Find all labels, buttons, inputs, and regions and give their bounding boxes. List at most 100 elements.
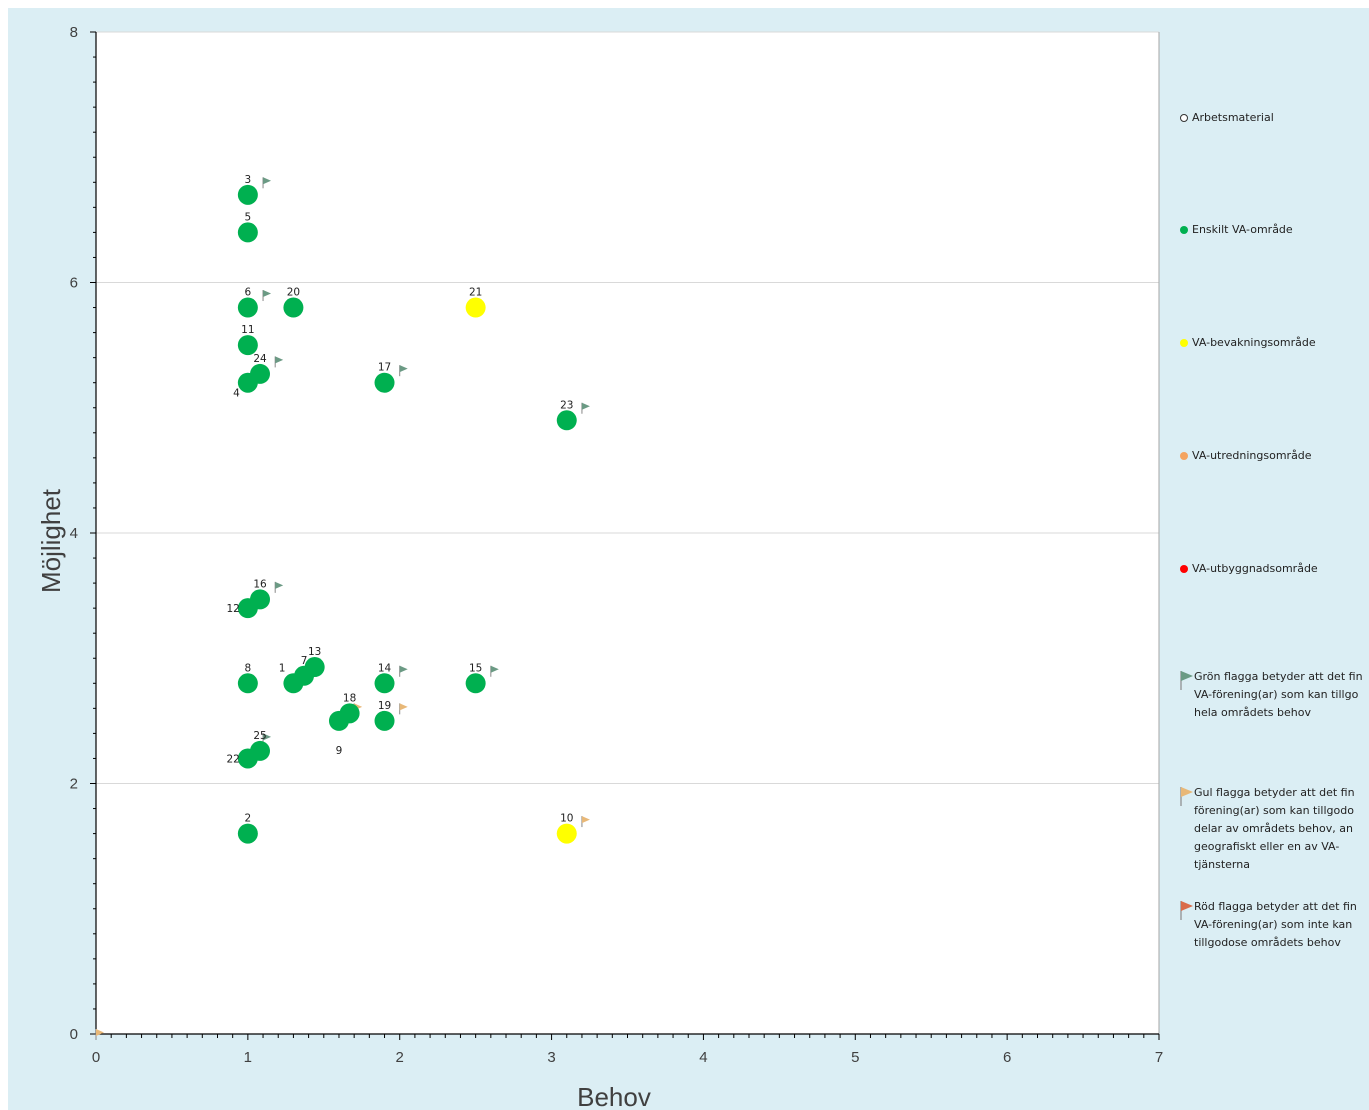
legend-flag-line: hela områdets behov (1194, 706, 1311, 719)
point-label: 25 (253, 730, 266, 742)
point-label: 1 (279, 662, 286, 674)
yellow-circle-marker (1180, 338, 1188, 347)
legend-label: VA-utbyggnadsområde (1192, 562, 1318, 575)
green-circle-marker (1180, 225, 1188, 234)
flag-cloth (275, 581, 284, 589)
flag-cloth (399, 365, 408, 373)
data-point (250, 740, 271, 761)
green-flag-icon (262, 177, 272, 189)
legend-flag-item: Gul flagga betyder att det fin förening(a… (1180, 784, 1369, 874)
green-flag-icon (399, 665, 408, 677)
x-tick-label: 5 (851, 1049, 859, 1066)
yellow-flag-icon (581, 816, 590, 828)
flag-cloth (263, 733, 272, 741)
red-circle-marker (1180, 564, 1188, 573)
data-point (237, 222, 258, 243)
y-tick-label: 6 (70, 275, 78, 292)
x-tick-label: 0 (92, 1049, 100, 1066)
flag-cloth (399, 703, 408, 711)
legend-flag-line: tillgodose områdets behov (1194, 936, 1341, 949)
point-label: 23 (560, 399, 573, 411)
legend-flag-line: Gul flagga betyder att det fin (1194, 786, 1355, 799)
x-tick-label: 3 (547, 1049, 555, 1066)
legend-flag-item: Röd flagga betyder att det fin VA-förenin… (1180, 898, 1369, 952)
point-label: 20 (287, 287, 300, 299)
x-tick-label: 6 (1003, 1049, 1011, 1066)
orange-circle-marker (1180, 451, 1188, 460)
point-label: 19 (378, 700, 391, 712)
data-point (556, 410, 577, 431)
legend-label: VA-utredningsområde (1192, 449, 1312, 462)
data-point (556, 823, 577, 844)
green-flag-icon (1180, 671, 1193, 690)
flag-cloth (263, 177, 272, 185)
point-label: 21 (469, 287, 482, 299)
data-point (237, 673, 258, 694)
data-point (237, 297, 258, 318)
legend-flag-line: Grön flagga betyder att det fin (1194, 670, 1363, 683)
legend-flag-line: delar av områdets behov, an (1194, 822, 1353, 835)
green-flag-icon (274, 581, 284, 593)
x-tick-label: 2 (396, 1049, 404, 1066)
data-point (237, 823, 258, 844)
point-label: 4 (233, 388, 240, 400)
yellow-flag-icon (1180, 787, 1193, 806)
legend-flag-line: tjänsterna (1194, 858, 1250, 871)
legend-flag-line: VA-förening(ar) som inte kan (1194, 918, 1353, 931)
legend-item: VA-utbyggnadsområde (1180, 562, 1318, 575)
point-label: 9 (336, 745, 343, 757)
data-point (250, 363, 271, 384)
point-label: 11 (241, 324, 254, 336)
y-axis-title: Möjlighet (36, 488, 66, 593)
point-label: 16 (253, 578, 267, 590)
point-label: 24 (253, 353, 267, 365)
data-point (237, 184, 258, 205)
flag-cloth (263, 290, 272, 298)
x-axis-title: Behov (577, 1082, 651, 1110)
data-point (465, 297, 486, 318)
legend-flag-line: förening(ar) som kan tillgodo (1194, 804, 1354, 817)
legend-flag-line: VA-förening(ar) som kan tillgo (1194, 688, 1359, 701)
legend-flag-line: geografiskt eller en av VA- (1194, 840, 1340, 853)
green-flag-icon (399, 365, 408, 377)
data-point (374, 372, 395, 393)
point-label: 10 (560, 813, 573, 825)
legend-flag-line: Röd flagga betyder att det fin (1194, 900, 1357, 913)
legend-label: Arbetsmaterial (1192, 111, 1274, 124)
point-label: 7 (301, 655, 308, 667)
y-tick-label: 8 (70, 24, 78, 41)
hollow-circle-marker (1180, 113, 1188, 122)
point-label: 6 (245, 287, 252, 299)
legend-item: VA-utredningsområde (1180, 449, 1312, 462)
green-flag-icon (274, 356, 284, 368)
legend-label: Enskilt VA-område (1192, 223, 1293, 236)
x-tick-label: 1 (244, 1049, 252, 1066)
y-tick-label: 0 (70, 1026, 78, 1043)
data-point (374, 673, 395, 694)
point-label: 15 (469, 662, 482, 674)
point-label: 22 (226, 753, 239, 765)
point-label: 8 (245, 662, 252, 674)
data-point (250, 589, 271, 610)
point-label: 14 (378, 662, 392, 674)
point-label: 17 (378, 362, 391, 374)
point-label: 13 (308, 646, 321, 658)
x-tick-label: 4 (699, 1049, 707, 1066)
green-flag-icon (581, 402, 590, 414)
point-label: 3 (245, 174, 252, 186)
green-flag-icon (262, 290, 272, 302)
y-tick-label: 4 (70, 525, 78, 542)
flag-cloth (399, 665, 408, 673)
legend-item: Enskilt VA-område (1180, 223, 1293, 236)
point-label: 2 (245, 813, 252, 825)
point-label: 18 (343, 692, 356, 704)
yellow-flag-icon (399, 703, 408, 715)
legend-item: Arbetsmaterial (1180, 111, 1274, 124)
flag-cloth (581, 402, 590, 410)
flag-cloth (490, 665, 499, 673)
flag-cloth (96, 1029, 104, 1036)
point-label: 5 (245, 211, 252, 223)
green-flag-icon (490, 665, 499, 677)
